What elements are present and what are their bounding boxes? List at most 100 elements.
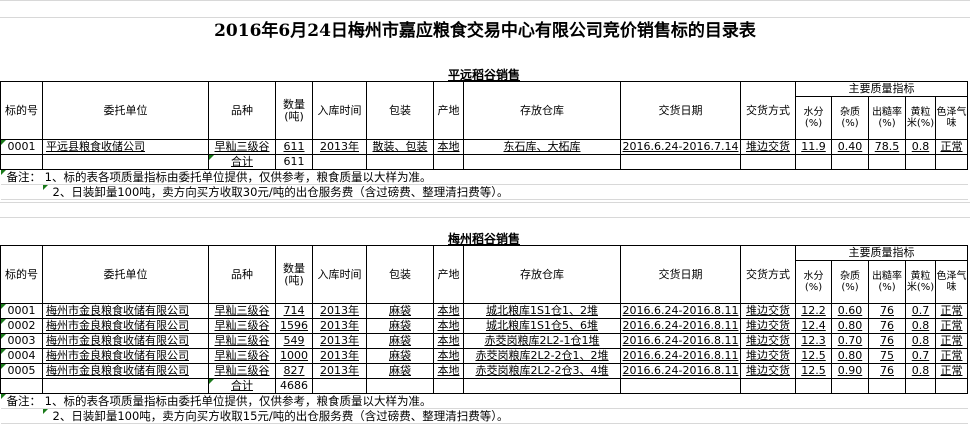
header-delivery-method: 交货方式 bbox=[740, 245, 796, 304]
cell-yield: 76 bbox=[868, 333, 906, 349]
cell-origin: 本地 bbox=[433, 303, 464, 319]
cell-qty: 714 bbox=[275, 303, 313, 319]
cell-impurity: 0.90 bbox=[831, 363, 869, 379]
note-1: 备注： 1、标的表各项质量指标由委托单位提供，仅供参考，粮食质量以大样为准。 bbox=[0, 169, 968, 185]
header-warehouse: 存放仓库 bbox=[463, 81, 621, 140]
cell-warehouse: 城北粮库1S1仓1、2堆 bbox=[463, 303, 621, 319]
table-row: 0005 梅州市金良粮食收储有限公司 早籼三级谷 827 2013年 麻袋 本地 赤茭岗粮库2… bbox=[0, 363, 968, 379]
cell-variety: 早籼三级谷 bbox=[208, 303, 276, 319]
cell-yellow: 0.7 bbox=[905, 303, 936, 319]
cell-yellow: 0.8 bbox=[905, 139, 936, 155]
total-row: 合计 611 bbox=[0, 154, 968, 170]
cell-moisture: 12.4 bbox=[795, 318, 832, 334]
cell-impurity: 0.40 bbox=[831, 139, 869, 155]
cell-yield: 75 bbox=[868, 348, 906, 364]
cell-qty: 1596 bbox=[275, 318, 313, 334]
cell-delivery-method: 堆边交货 bbox=[740, 303, 796, 319]
cell-impurity: 0.60 bbox=[831, 303, 869, 319]
cell-origin: 本地 bbox=[433, 318, 464, 334]
cell-yield: 76 bbox=[868, 318, 906, 334]
cell-variety: 早籼三级谷 bbox=[208, 318, 276, 334]
cell-impurity: 0.70 bbox=[831, 333, 869, 349]
cell-yield: 76 bbox=[868, 363, 906, 379]
cell-delivery-method: 堆边交货 bbox=[740, 333, 796, 349]
section-title: 平远稻谷销售 bbox=[0, 68, 968, 82]
header-impurity: 杂质(%) bbox=[831, 96, 869, 140]
cell-warehouse: 赤茭岗粮库2L2-2仓1、2堆 bbox=[463, 348, 621, 364]
header-impurity: 杂质(%) bbox=[831, 260, 869, 304]
note-2: 2、日装卸量100吨，卖方向买方收取30元/吨的出仓服务费（含过磅费、整理清扫费… bbox=[42, 184, 968, 200]
header-entrust: 委托单位 bbox=[42, 245, 209, 304]
cell-packing: 麻袋 bbox=[366, 318, 434, 334]
total-value: 4686 bbox=[275, 378, 313, 394]
cell-warehouse: 赤茭岗粮库2L2-1仓1堆 bbox=[463, 333, 621, 349]
cell-variety: 早籼三级谷 bbox=[208, 139, 276, 155]
header-yield: 出糙率(%) bbox=[868, 96, 906, 140]
cell-color: 正常 bbox=[935, 139, 968, 155]
cell-delivery-date: 2016.6.24-2016.8.11 bbox=[620, 333, 741, 349]
cell-stock-time: 2013年 bbox=[312, 348, 367, 364]
cell-entrust: 梅州市金良粮食收储有限公司 bbox=[42, 348, 209, 364]
cell-moisture: 12.5 bbox=[795, 348, 832, 364]
header-origin: 产地 bbox=[433, 245, 464, 304]
header-yellow: 黄粒米(%) bbox=[905, 96, 936, 140]
cell-entrust: 梅州市金良粮食收储有限公司 bbox=[42, 318, 209, 334]
cell-color: 正常 bbox=[935, 348, 968, 364]
cell-impurity: 0.80 bbox=[831, 348, 869, 364]
cell-entrust: 梅州市金良粮食收储有限公司 bbox=[42, 363, 209, 379]
cell-origin: 本地 bbox=[433, 139, 464, 155]
header-color: 色泽气味 bbox=[935, 260, 968, 304]
table-row: 0001 平远县粮食收储公司 早籼三级谷 611 2013年 散装、包装 本地 东石库、大柘库… bbox=[0, 139, 968, 155]
total-row: 合计 4686 bbox=[0, 378, 968, 394]
cell-lot: 0001 bbox=[0, 139, 43, 155]
header-moisture: 水分(%) bbox=[795, 260, 832, 304]
total-label: 合计 bbox=[208, 154, 276, 170]
page-title: 2016年6月24日梅州市嘉应粮食交易中心有限公司竞价销售标的目录表 bbox=[214, 21, 756, 41]
note-1: 备注： 1、标的表各项质量指标由委托单位提供，仅供参考，粮食质量以大样为准。 bbox=[0, 393, 968, 409]
cell-delivery-date: 2016.6.24-2016.7.14 bbox=[620, 139, 741, 155]
cell-delivery-date: 2016.6.24-2016.8.11 bbox=[620, 303, 741, 319]
cell-stock-time: 2013年 bbox=[312, 318, 367, 334]
cell-moisture: 11.9 bbox=[795, 139, 832, 155]
catalog-table: 梅州稻谷销售 标的号 委托单位 品种 数量(吨) 入库时间 包装 产地 存放仓库 交货日期 交货方式… bbox=[0, 232, 968, 424]
header-stock-time: 入库时间 bbox=[312, 81, 367, 140]
cell-delivery-method: 堆边交货 bbox=[740, 139, 796, 155]
cell-yellow: 0.8 bbox=[905, 333, 936, 349]
cell-packing: 麻袋 bbox=[366, 348, 434, 364]
cell-stock-time: 2013年 bbox=[312, 139, 367, 155]
cell-entrust: 梅州市金良粮食收储有限公司 bbox=[42, 333, 209, 349]
cell-yellow: 0.8 bbox=[905, 318, 936, 334]
cell-delivery-date: 2016.6.24-2016.8.11 bbox=[620, 318, 741, 334]
header-yellow: 黄粒米(%) bbox=[905, 260, 936, 304]
header-moisture: 水分(%) bbox=[795, 96, 832, 140]
table-row: 0001 梅州市金良粮食收储有限公司 早籼三级谷 714 2013年 麻袋 本地 城北粮库1S… bbox=[0, 303, 968, 319]
table-row: 0003 梅州市金良粮食收储有限公司 早籼三级谷 549 2013年 麻袋 本地 赤茭岗粮库2… bbox=[0, 333, 968, 349]
cell-yield: 76 bbox=[868, 303, 906, 319]
header-qty: 数量(吨) bbox=[275, 245, 313, 304]
cell-impurity: 0.80 bbox=[831, 318, 869, 334]
cell-stock-time: 2013年 bbox=[312, 333, 367, 349]
cell-entrust: 梅州市金良粮食收储有限公司 bbox=[42, 303, 209, 319]
cell-warehouse: 城北粮库1S1仓5、6堆 bbox=[463, 318, 621, 334]
cell-stock-time: 2013年 bbox=[312, 363, 367, 379]
cell-moisture: 12.5 bbox=[795, 363, 832, 379]
header-yield: 出糙率(%) bbox=[868, 260, 906, 304]
cell-lot: 0004 bbox=[0, 348, 43, 364]
header-stock-time: 入库时间 bbox=[312, 245, 367, 304]
cell-delivery-method: 堆边交货 bbox=[740, 363, 796, 379]
cell-warehouse: 东石库、大柘库 bbox=[463, 139, 621, 155]
header-delivery-date: 交货日期 bbox=[620, 81, 741, 140]
section-title: 梅州稻谷销售 bbox=[0, 232, 968, 246]
cell-origin: 本地 bbox=[433, 363, 464, 379]
header-delivery-date: 交货日期 bbox=[620, 245, 741, 304]
cell-packing: 散装、包装 bbox=[366, 139, 434, 155]
cell-packing: 麻袋 bbox=[366, 303, 434, 319]
note-2: 2、日装卸量100吨，卖方向买方收取15元/吨的出仓服务费（含过磅费、整理清扫费… bbox=[42, 408, 968, 424]
header-entrust: 委托单位 bbox=[42, 81, 209, 140]
cell-packing: 麻袋 bbox=[366, 333, 434, 349]
cell-qty: 827 bbox=[275, 363, 313, 379]
header-lot: 标的号 bbox=[0, 81, 43, 140]
cell-lot: 0001 bbox=[0, 303, 43, 319]
cell-delivery-method: 堆边交货 bbox=[740, 348, 796, 364]
cell-yellow: 0.8 bbox=[905, 363, 936, 379]
